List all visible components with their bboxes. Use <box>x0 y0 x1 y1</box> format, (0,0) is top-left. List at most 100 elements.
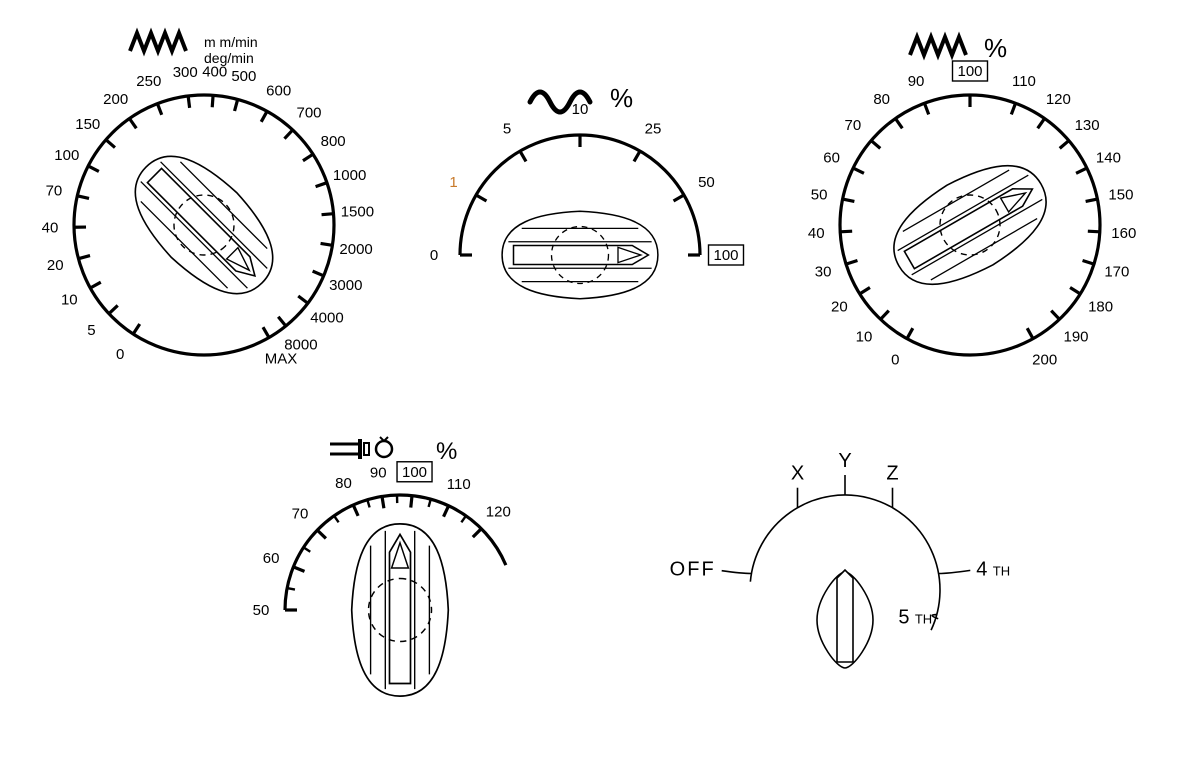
tick <box>476 195 486 201</box>
tick-label: 500 <box>231 68 256 85</box>
tick-label: 800 <box>321 133 346 150</box>
percent-icon: % <box>436 438 457 465</box>
knob[interactable] <box>352 524 449 696</box>
tick <box>382 496 384 508</box>
header-text: m m/min <box>204 34 258 50</box>
tick-label: 50 <box>253 602 270 619</box>
minor-tick <box>367 500 369 508</box>
tick-label: 10 <box>61 292 78 309</box>
tick-label: 1500 <box>341 204 374 221</box>
zigzag-icon <box>130 33 186 51</box>
tick-label: 30 <box>815 263 832 280</box>
tick-label: 25 <box>645 121 662 138</box>
tick-label: 20 <box>831 299 848 316</box>
tick-label: 80 <box>335 475 352 492</box>
axis-selector[interactable]: OFF X Y Z 4 TH 5 TH <box>670 450 1010 668</box>
tick <box>520 151 526 161</box>
tick-label: 70 <box>845 117 862 134</box>
tick <box>411 496 412 508</box>
selector-label: Z <box>886 463 898 485</box>
tick-label: 50 <box>698 174 715 191</box>
percent-icon: % <box>984 33 1007 63</box>
tick <box>840 231 852 232</box>
tick <box>1088 231 1100 232</box>
selector-label: 5 TH <box>898 607 932 629</box>
tick-label: 2000 <box>339 241 372 258</box>
tick-label: 300 <box>173 64 198 81</box>
tick-label: MAX <box>265 350 298 367</box>
tick <box>444 506 449 517</box>
tick <box>212 95 213 107</box>
tick-label: 50 <box>811 186 828 203</box>
tick-label: 70 <box>292 505 309 522</box>
tick <box>293 567 304 571</box>
tick <box>322 214 334 215</box>
tick-label: 150 <box>1108 186 1133 203</box>
tick-label: 90 <box>370 465 387 482</box>
tick-label: 60 <box>263 550 280 567</box>
spindle-icon <box>330 437 392 459</box>
rotary-dial[interactable]: 0510204070100150200250300400500600700800… <box>42 33 374 367</box>
zigzag-icon <box>910 37 966 55</box>
tick-label: 200 <box>1032 352 1057 369</box>
tick-label: 170 <box>1104 263 1129 280</box>
tick-label: 10 <box>572 101 589 118</box>
tick-label: 700 <box>297 104 322 121</box>
minor-tick <box>334 516 339 523</box>
tick-label: 60 <box>823 149 840 166</box>
tick-label: 10 <box>856 329 873 346</box>
tick-label: 100 <box>54 147 79 164</box>
tick-label: 120 <box>486 504 511 521</box>
tick-label: 200 <box>103 91 128 108</box>
tick-label: 100 <box>957 63 982 80</box>
percent-icon: % <box>610 83 633 113</box>
tick <box>674 195 684 201</box>
tick-label: 100 <box>402 464 427 481</box>
tick-label: 0 <box>891 352 899 369</box>
tick-label: 4000 <box>310 310 343 327</box>
rotary-dial[interactable]: 015102550100% <box>430 83 744 299</box>
header-text: deg/min <box>204 50 254 66</box>
tick <box>317 530 326 538</box>
selector-knob[interactable] <box>817 570 873 668</box>
tick-label: 190 <box>1063 329 1088 346</box>
tick-label: 70 <box>46 182 63 199</box>
minor-tick <box>287 588 295 590</box>
tick-label: 40 <box>808 225 825 242</box>
tick <box>473 529 481 537</box>
tick-label: 80 <box>873 91 890 108</box>
rotary-dial[interactable]: 50 60 70 80 90 100 110 120% <box>253 437 511 696</box>
rotary-dial[interactable]: 0 10 20 30 40 50 60 70 80 90 100 110 120130 140 150 160… <box>808 33 1136 369</box>
selector-label: Y <box>838 450 851 472</box>
selector-tick <box>939 570 971 573</box>
minor-tick <box>461 516 466 523</box>
tick-label: 0 <box>430 247 438 264</box>
tick-label: 110 <box>1012 73 1036 90</box>
tick-label: 1 <box>449 174 457 191</box>
tick-label: 600 <box>266 82 291 99</box>
minor-tick <box>429 499 431 507</box>
tick-label: 5 <box>503 121 511 138</box>
tick-label: 1000 <box>333 167 366 184</box>
tick-label: 130 <box>1075 117 1100 134</box>
tick-label: 40 <box>42 220 59 237</box>
tick <box>188 96 189 108</box>
knob[interactable] <box>502 211 658 298</box>
selector-label: 4 TH <box>976 558 1010 580</box>
tick-label: 110 <box>447 476 471 493</box>
minor-tick <box>304 547 311 551</box>
tick-label: 20 <box>47 257 64 274</box>
selector-label: X <box>791 463 804 485</box>
tick-label: 3000 <box>329 277 362 294</box>
tick <box>321 243 333 245</box>
tick-label: 160 <box>1111 225 1136 242</box>
selector-tick <box>722 571 752 574</box>
tick <box>634 151 640 161</box>
tick <box>353 505 358 516</box>
tick-label: 140 <box>1096 149 1121 166</box>
tick-label: 5 <box>87 322 95 339</box>
selector-label: OFF <box>670 559 716 581</box>
tick-label: 120 <box>1046 91 1071 108</box>
tick-label: 180 <box>1088 299 1113 316</box>
tick-label: 90 <box>908 73 925 90</box>
